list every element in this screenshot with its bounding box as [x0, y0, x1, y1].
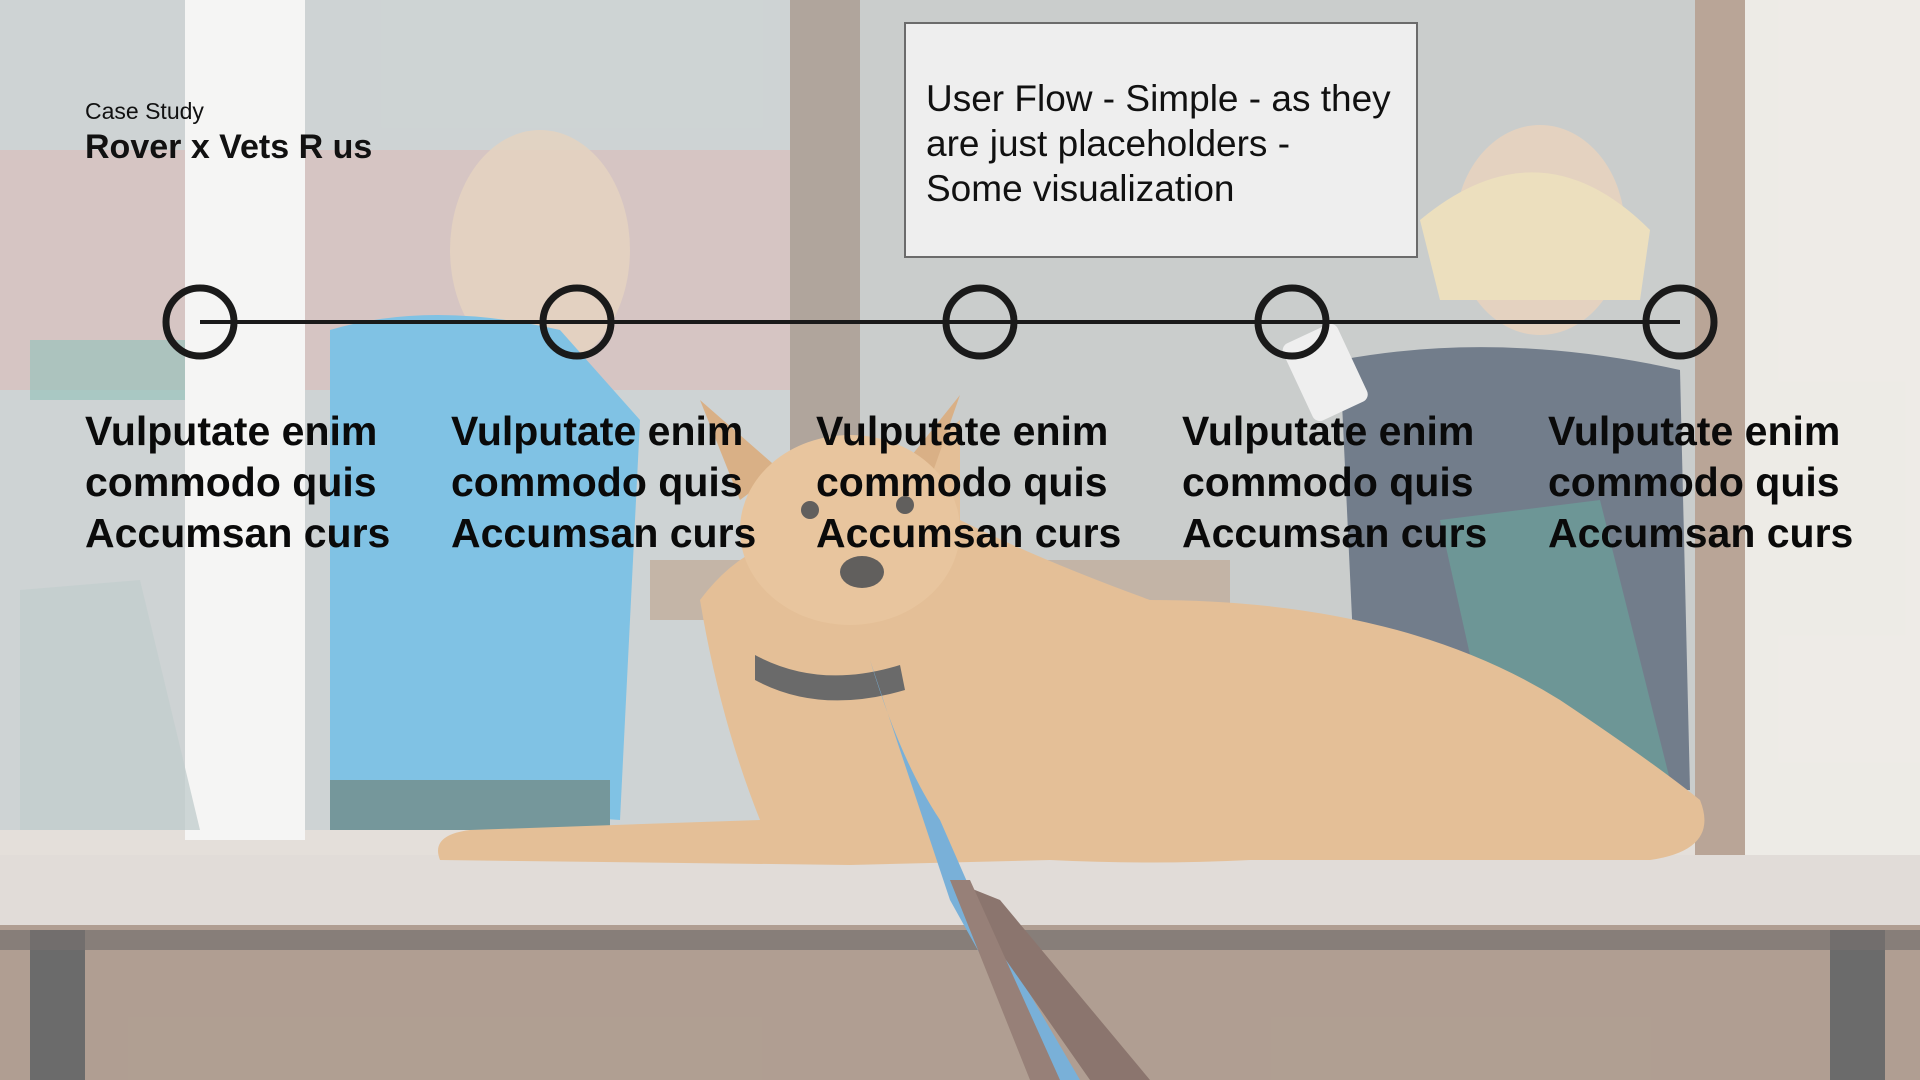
timeline-step-4: Vulputate enim commodo quis Accumsan cur… [1182, 406, 1522, 559]
step-2-line-3: Accumsan curs [451, 510, 757, 556]
step-4-line-1: Vulputate enim [1182, 408, 1475, 454]
timeline-step-2: Vulputate enim commodo quis Accumsan cur… [451, 406, 791, 559]
step-4-line-3: Accumsan curs [1182, 510, 1488, 556]
user-flow-note: User Flow - Simple - as they are just pl… [904, 22, 1418, 258]
step-4-line-2: commodo quis [1182, 459, 1474, 505]
step-5-line-1: Vulputate enim [1548, 408, 1841, 454]
step-1-line-2: commodo quis [85, 459, 377, 505]
timeline-step-3: Vulputate enim commodo quis Accumsan cur… [816, 406, 1156, 559]
timeline-step-1: Vulputate enim commodo quis Accumsan cur… [85, 406, 425, 559]
slide-title: Rover x Vets R us [85, 128, 373, 166]
step-1-line-3: Accumsan curs [85, 510, 391, 556]
step-3-line-2: commodo quis [816, 459, 1108, 505]
step-3-line-1: Vulputate enim [816, 408, 1109, 454]
step-5-line-2: commodo quis [1548, 459, 1840, 505]
case-study-label: Case Study [85, 98, 204, 124]
step-1-line-1: Vulputate enim [85, 408, 378, 454]
step-2-line-1: Vulputate enim [451, 408, 744, 454]
step-3-line-3: Accumsan curs [816, 510, 1122, 556]
step-5-line-3: Accumsan curs [1548, 510, 1854, 556]
step-2-line-2: commodo quis [451, 459, 743, 505]
timeline-step-5: Vulputate enim commodo quis Accumsan cur… [1548, 406, 1888, 559]
